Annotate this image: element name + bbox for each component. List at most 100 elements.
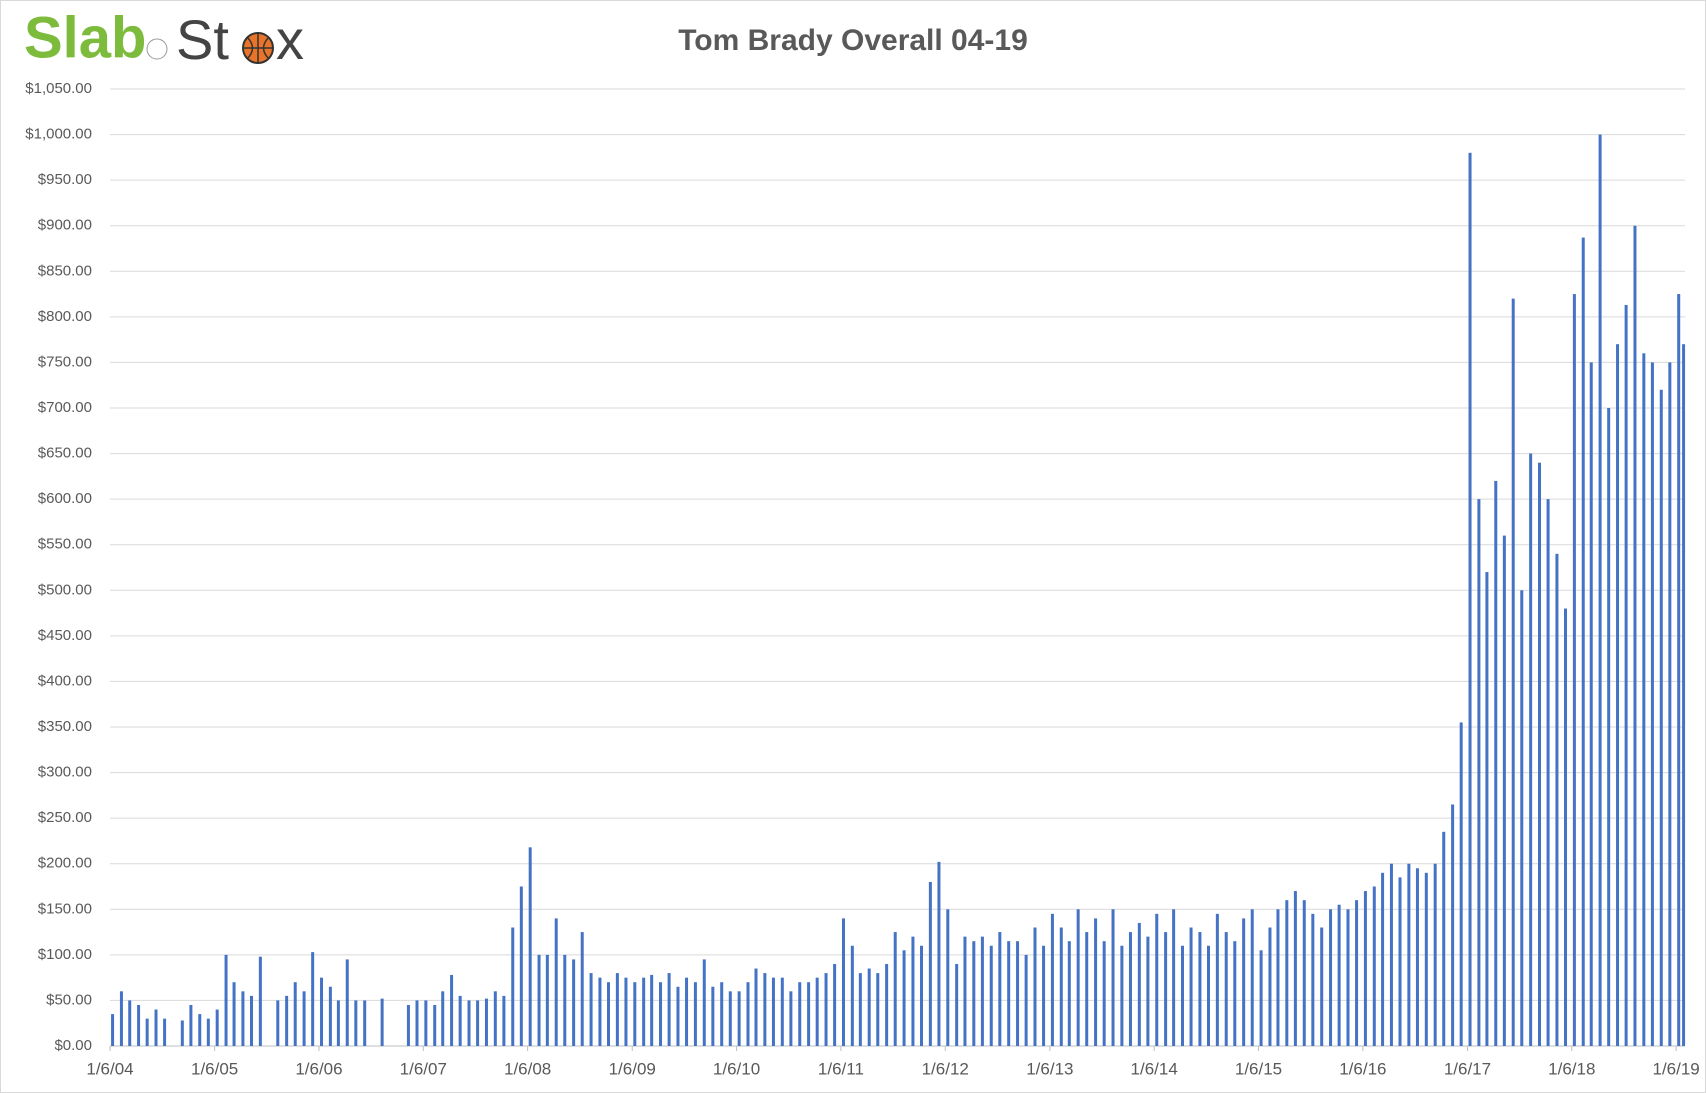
bar bbox=[1302, 900, 1306, 1046]
x-tick-label: 1/6/04 bbox=[86, 1059, 133, 1078]
bar bbox=[1546, 499, 1550, 1047]
bar bbox=[1520, 590, 1524, 1046]
bar bbox=[598, 977, 602, 1046]
bar bbox=[180, 1020, 184, 1046]
bar bbox=[476, 1000, 480, 1046]
bar bbox=[1189, 927, 1193, 1046]
x-tick-label: 1/6/18 bbox=[1548, 1059, 1595, 1078]
bar bbox=[1555, 553, 1559, 1046]
bar bbox=[780, 977, 784, 1046]
bar bbox=[345, 959, 349, 1046]
x-tick-label: 1/6/11 bbox=[818, 1059, 864, 1078]
bar bbox=[1355, 900, 1359, 1046]
bar bbox=[1137, 922, 1141, 1046]
bar bbox=[1511, 298, 1515, 1047]
bar bbox=[955, 963, 959, 1046]
logo-baseball bbox=[146, 38, 168, 60]
bar bbox=[232, 982, 236, 1046]
y-tick-label: $700.00 bbox=[38, 399, 92, 416]
y-tick-label: $1,000.00 bbox=[25, 126, 92, 143]
y-tick-label: $500.00 bbox=[38, 581, 92, 598]
bar bbox=[1007, 941, 1011, 1046]
bar bbox=[1164, 932, 1168, 1046]
bar bbox=[163, 1018, 167, 1046]
bar bbox=[1642, 353, 1646, 1046]
bar bbox=[1128, 932, 1132, 1046]
bar bbox=[1311, 913, 1315, 1046]
x-tick-label: 1/6/19 bbox=[1653, 1059, 1700, 1078]
bar bbox=[989, 945, 993, 1046]
y-tick-label: $600.00 bbox=[38, 490, 92, 507]
bar bbox=[1076, 909, 1080, 1046]
bar bbox=[1433, 863, 1437, 1046]
bar bbox=[824, 973, 828, 1046]
bar bbox=[771, 977, 775, 1046]
x-tick-label: 1/6/10 bbox=[713, 1059, 760, 1078]
bar bbox=[363, 1000, 367, 1046]
bar bbox=[763, 973, 767, 1046]
logo: Slab St x bbox=[24, 5, 304, 70]
x-tick-label: 1/6/17 bbox=[1444, 1059, 1491, 1078]
bar bbox=[1102, 941, 1106, 1046]
bar bbox=[1502, 535, 1506, 1046]
bar bbox=[580, 932, 584, 1046]
y-tick-label: $800.00 bbox=[38, 308, 92, 325]
bar bbox=[206, 1018, 210, 1046]
bar bbox=[1363, 891, 1367, 1046]
bar bbox=[1529, 453, 1533, 1047]
bar bbox=[885, 963, 889, 1046]
bar bbox=[1589, 362, 1593, 1046]
bar bbox=[1424, 872, 1428, 1046]
bar bbox=[1198, 932, 1202, 1046]
bar bbox=[511, 927, 515, 1046]
logo-basketball-lines bbox=[243, 33, 273, 63]
y-tick-label: $250.00 bbox=[38, 809, 92, 826]
bar bbox=[624, 977, 628, 1046]
bar bbox=[1215, 913, 1219, 1046]
bar bbox=[572, 959, 576, 1046]
y-tick-label: $850.00 bbox=[38, 262, 92, 279]
bar bbox=[1459, 722, 1463, 1046]
bar bbox=[1172, 909, 1176, 1046]
bar bbox=[519, 886, 523, 1046]
logo-second: St bbox=[176, 8, 229, 71]
x-tick-label: 1/6/12 bbox=[922, 1059, 969, 1078]
bar bbox=[937, 861, 941, 1046]
bar bbox=[850, 945, 854, 1046]
bar bbox=[111, 1014, 115, 1046]
bar bbox=[1485, 572, 1489, 1046]
bar bbox=[789, 991, 793, 1046]
bar bbox=[1033, 927, 1037, 1046]
bar bbox=[1381, 872, 1385, 1046]
bar bbox=[833, 963, 837, 1046]
bar bbox=[1633, 225, 1637, 1046]
bar bbox=[1494, 480, 1498, 1046]
bar bbox=[1624, 305, 1628, 1047]
bar bbox=[1659, 389, 1663, 1046]
bar bbox=[1337, 904, 1341, 1046]
bar bbox=[1146, 936, 1150, 1046]
bar bbox=[1451, 804, 1455, 1046]
bar bbox=[336, 1000, 340, 1046]
bar bbox=[1293, 891, 1297, 1046]
bar bbox=[667, 973, 671, 1046]
bar bbox=[493, 991, 497, 1046]
bar bbox=[1233, 941, 1237, 1046]
bar bbox=[1180, 945, 1184, 1046]
bar bbox=[911, 936, 915, 1046]
bar bbox=[633, 982, 637, 1046]
bar bbox=[563, 954, 567, 1046]
bar bbox=[545, 954, 549, 1046]
bar bbox=[1538, 462, 1542, 1047]
bar bbox=[1415, 868, 1419, 1046]
bar bbox=[1059, 927, 1063, 1046]
bar bbox=[467, 1000, 471, 1046]
bar bbox=[415, 1000, 419, 1046]
bar bbox=[841, 918, 845, 1046]
bar bbox=[424, 1000, 428, 1046]
bar bbox=[1468, 152, 1472, 1047]
y-tick-label: $1,050.00 bbox=[25, 80, 92, 97]
bar bbox=[1320, 927, 1324, 1046]
bar bbox=[320, 977, 324, 1046]
